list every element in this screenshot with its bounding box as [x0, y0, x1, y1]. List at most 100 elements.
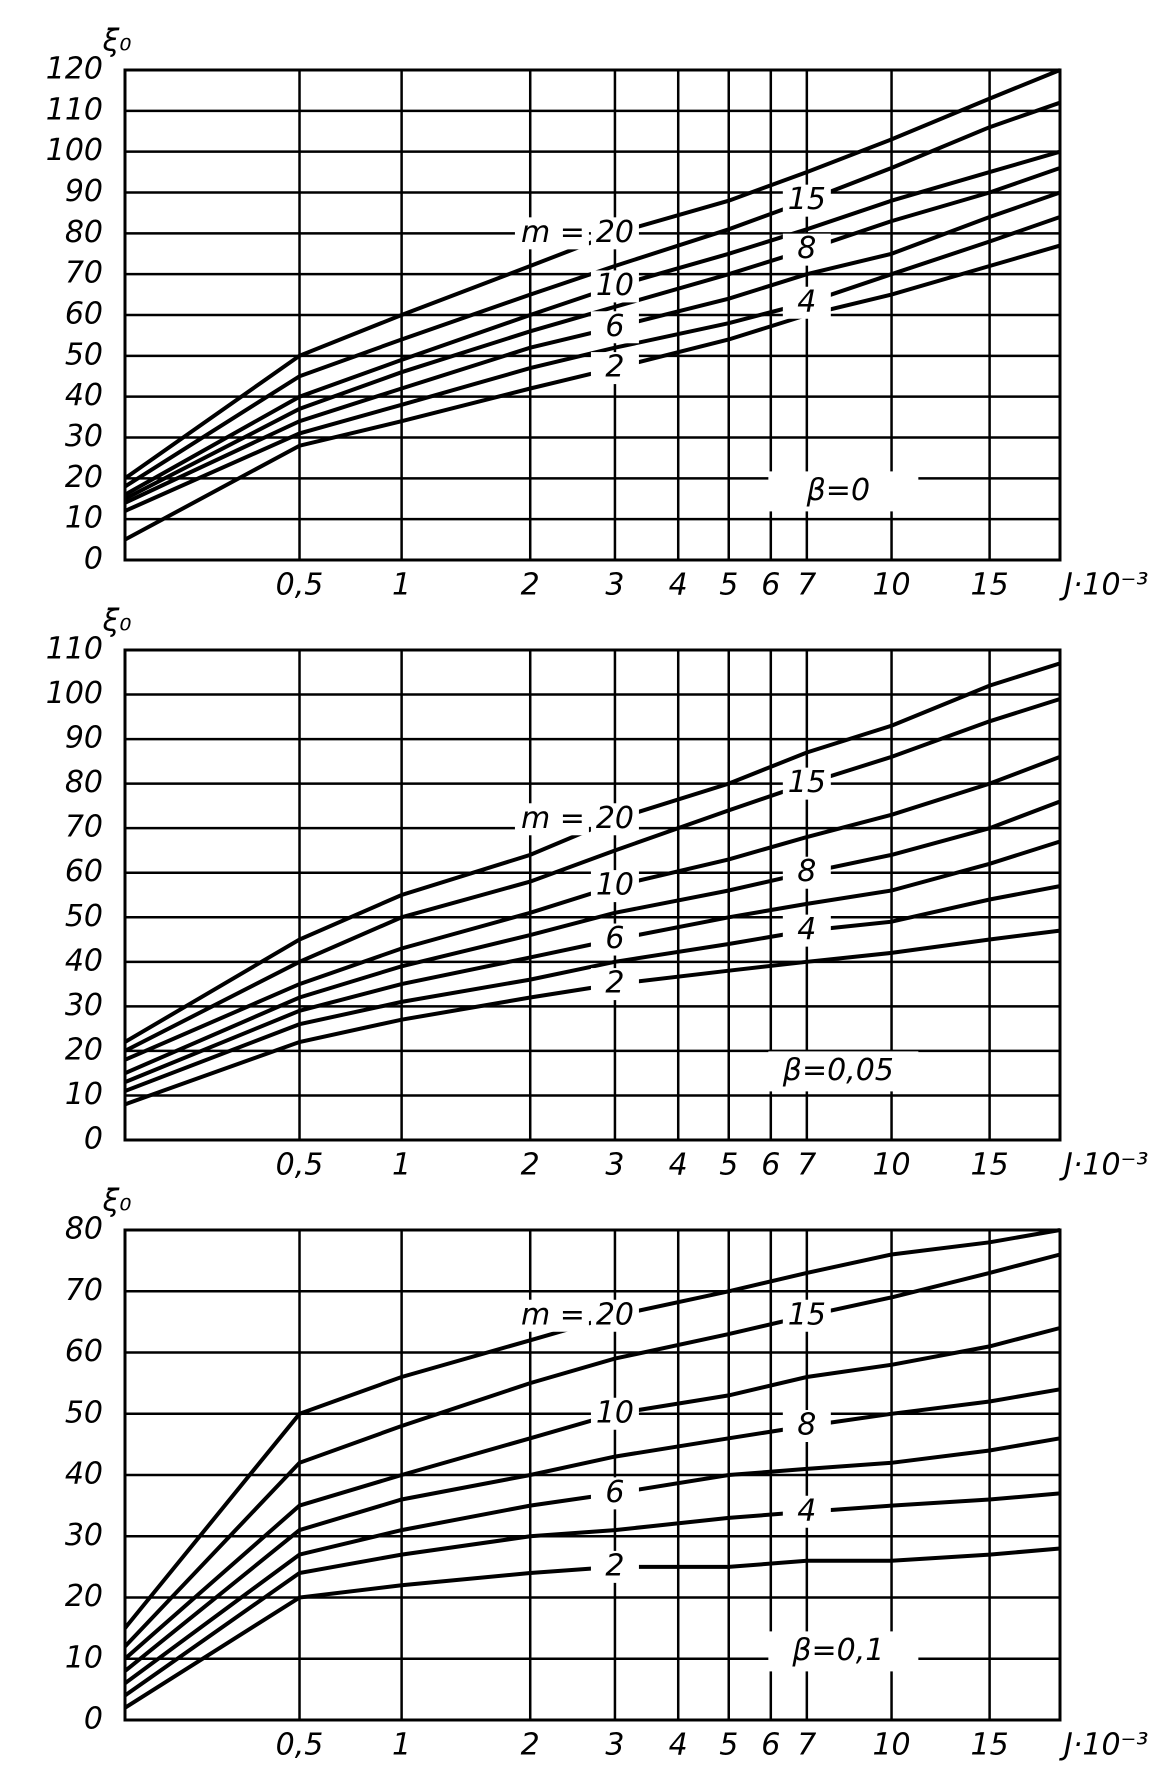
annotation-bg	[768, 471, 919, 512]
legend-label: 15	[788, 182, 826, 217]
x-tick-label: 0,5	[276, 568, 324, 603]
y-tick-label: 90	[65, 174, 103, 209]
label-bg	[782, 1495, 831, 1528]
y-tick-label: 70	[65, 256, 103, 291]
label-bg	[514, 803, 589, 836]
x-axis-label: J·10⁻³	[1059, 1728, 1148, 1763]
label-bg	[590, 1397, 639, 1430]
x-tick-label: 2	[521, 1728, 540, 1763]
curve	[124, 884, 1061, 1093]
x-tick-label: 6	[761, 568, 780, 603]
curve	[123, 68, 1061, 480]
legend-label: 15	[788, 1297, 826, 1332]
curve	[124, 799, 1061, 1076]
y-tick-label: 20	[65, 1579, 103, 1614]
x-tick-label: 2	[521, 568, 540, 603]
plot-frame	[123, 648, 1062, 1142]
y-tick-label: 40	[65, 943, 103, 978]
y-tick-label: 40	[65, 1457, 103, 1492]
y-tick-label: 20	[65, 1032, 103, 1067]
y-tick-label: 30	[65, 988, 103, 1023]
curve	[123, 100, 1061, 489]
legend-label: 20	[596, 215, 634, 250]
legend-label: 8	[797, 1408, 816, 1443]
label-bg	[514, 217, 589, 250]
label-bg	[590, 217, 639, 250]
x-tick-label: 1	[392, 1148, 411, 1183]
label-bg	[590, 1299, 639, 1332]
x-tick-label: 1	[392, 1728, 411, 1763]
legend-label: 10	[596, 1395, 634, 1430]
curve	[124, 166, 1061, 501]
x-tick-label: 7	[797, 1148, 816, 1183]
label-bg	[782, 184, 831, 217]
legend-label: 6	[605, 1475, 624, 1510]
y-tick-label: 30	[65, 1518, 103, 1553]
label-bg	[590, 352, 639, 385]
y-tick-label: 50	[65, 1395, 103, 1430]
legend-label: 2	[605, 1548, 624, 1583]
x-tick-label: 2	[521, 1148, 540, 1183]
y-tick-label: 10	[65, 1640, 103, 1675]
y-tick-label: 80	[65, 765, 103, 800]
x-tick-label: 1	[392, 568, 411, 603]
y-axis-label: ξ₀	[102, 24, 132, 59]
y-tick-label: 80	[65, 1212, 103, 1247]
curve	[123, 1491, 1061, 1698]
y-tick-label: 50	[65, 337, 103, 372]
x-tick-label: 5	[719, 1148, 738, 1183]
curve	[124, 190, 1061, 505]
curve	[124, 243, 1061, 542]
x-tick-label: 5	[719, 568, 738, 603]
curve	[124, 215, 1061, 513]
legend-label: 10	[596, 868, 634, 903]
y-tick-label: 0	[84, 542, 103, 577]
y-tick-label: 0	[84, 1702, 103, 1737]
y-tick-label: 110	[46, 92, 103, 127]
legend-title: m =	[521, 1297, 585, 1332]
y-tick-label: 40	[65, 378, 103, 413]
annotation: β=0,05	[782, 1053, 894, 1088]
curve	[124, 149, 1061, 497]
y-tick-label: 70	[65, 1273, 103, 1308]
x-tick-label: 7	[797, 1728, 816, 1763]
y-axis-label: ξ₀	[102, 604, 132, 639]
curve	[124, 755, 1061, 1062]
x-tick-label: 10	[872, 1728, 910, 1763]
legend-title: m =	[521, 215, 585, 250]
legend-label: 20	[596, 1297, 634, 1332]
label-bg	[782, 1299, 831, 1332]
curve	[123, 1436, 1061, 1685]
curve	[123, 1546, 1061, 1710]
label-bg	[782, 856, 831, 889]
x-tick-label: 0,5	[276, 1728, 324, 1763]
curve	[123, 661, 1061, 1044]
x-tick-label: 3	[605, 1148, 624, 1183]
x-tick-label: 0,5	[276, 1148, 324, 1183]
curve	[124, 928, 1061, 1107]
legend-label: 6	[605, 309, 624, 344]
x-tick-label: 3	[605, 568, 624, 603]
legend-label: 15	[788, 765, 826, 800]
y-tick-label: 120	[46, 52, 103, 87]
x-tick-label: 4	[669, 1728, 688, 1763]
annotation-bg	[768, 1631, 919, 1672]
x-tick-label: 6	[761, 1728, 780, 1763]
label-bg	[590, 270, 639, 303]
label-bg	[590, 803, 639, 836]
legend-label: 4	[797, 284, 816, 319]
y-tick-label: 10	[65, 501, 103, 536]
label-bg	[590, 1550, 639, 1583]
legend-label: 2	[605, 966, 624, 1001]
x-tick-label: 4	[669, 568, 688, 603]
y-tick-label: 100	[46, 676, 103, 711]
annotation-bg	[768, 1051, 919, 1092]
label-bg	[590, 870, 639, 903]
legend-label: 10	[596, 268, 634, 303]
curve	[123, 1387, 1061, 1673]
label-bg	[590, 923, 639, 956]
y-tick-label: 80	[65, 215, 103, 250]
